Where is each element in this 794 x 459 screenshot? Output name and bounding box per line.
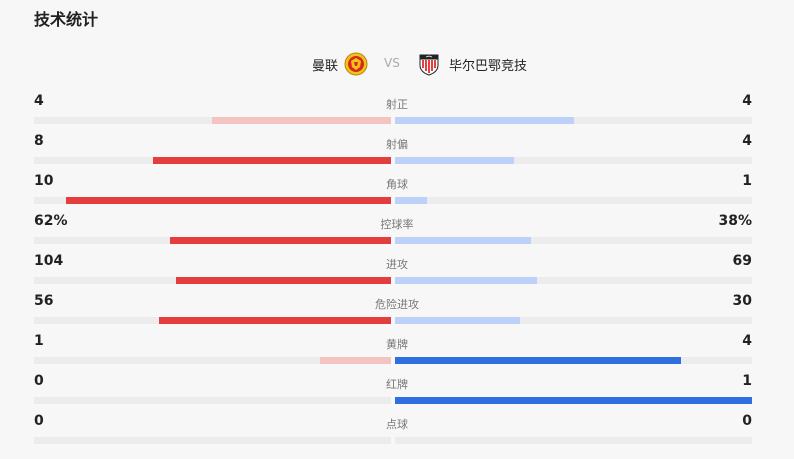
away-bar-fill <box>395 357 681 364</box>
stat-label: 进攻 <box>386 258 408 271</box>
away-value: 0 <box>742 413 752 429</box>
home-team-name[interactable]: 曼联 <box>311 59 338 74</box>
home-bar-track <box>34 397 391 404</box>
stat-label: 危险进攻 <box>375 298 419 311</box>
away-bar-track <box>395 117 752 124</box>
home-bar-track <box>34 117 391 124</box>
home-value: 0 <box>34 373 44 389</box>
home-value: 62% <box>34 213 68 229</box>
home-bar-track <box>34 437 391 444</box>
away-bar-track <box>395 437 752 444</box>
stat-label: 点球 <box>386 418 408 431</box>
away-value: 38% <box>718 213 752 229</box>
stat-row-penalties: 0 点球 0 <box>0 412 794 452</box>
away-bar-fill <box>395 197 427 204</box>
home-bar-track <box>34 237 391 244</box>
away-bar-track <box>395 157 752 164</box>
stat-row-shots-off-target: 8 射偏 4 <box>0 132 794 172</box>
versus-label: VS <box>384 56 400 70</box>
stat-label: 红牌 <box>386 378 408 391</box>
home-value: 1 <box>34 333 44 349</box>
away-bar-fill <box>395 397 752 404</box>
away-team-logo-icon[interactable] <box>417 52 441 76</box>
home-bar-track <box>34 277 391 284</box>
stat-label: 射偏 <box>386 138 408 151</box>
home-bar-fill <box>66 197 391 204</box>
away-bar-track <box>395 397 752 404</box>
away-team-name[interactable]: 毕尔巴鄂竞技 <box>449 59 528 74</box>
away-value: 30 <box>732 293 752 309</box>
away-bar-fill <box>395 117 574 124</box>
stat-row-yellow-cards: 1 黄牌 4 <box>0 332 794 372</box>
home-bar-fill <box>320 357 391 364</box>
home-bar-fill <box>170 237 391 244</box>
home-team-logo-icon[interactable] <box>344 52 368 76</box>
home-value: 8 <box>34 133 44 149</box>
teams-header: 曼联 VS 毕尔巴鄂竞技 <box>0 52 794 76</box>
away-value: 4 <box>742 133 752 149</box>
stat-label: 射正 <box>386 98 408 111</box>
stat-label: 角球 <box>386 178 408 191</box>
home-bar-fill <box>212 117 391 124</box>
home-bar-track <box>34 197 391 204</box>
stat-row-dangerous-attacks: 56 危险进攻 30 <box>0 292 794 332</box>
stat-row-attacks: 104 进攻 69 <box>0 252 794 292</box>
stat-row-possession: 62% 控球率 38% <box>0 212 794 252</box>
stat-row-shots-on-target: 4 射正 4 <box>0 92 794 132</box>
away-bar-fill <box>395 237 531 244</box>
away-bar-fill <box>395 317 520 324</box>
away-bar-track <box>395 237 752 244</box>
away-bar-fill <box>395 277 537 284</box>
home-value: 104 <box>34 253 64 269</box>
away-value: 1 <box>742 373 752 389</box>
away-value: 4 <box>742 93 752 109</box>
stat-label: 黄牌 <box>386 338 408 351</box>
section-title: 技术统计 <box>34 10 99 29</box>
home-value: 56 <box>34 293 54 309</box>
stat-row-corners: 10 角球 1 <box>0 172 794 212</box>
away-bar-track <box>395 357 752 364</box>
home-value: 0 <box>34 413 44 429</box>
home-bar-fill <box>153 157 391 164</box>
home-value: 4 <box>34 93 44 109</box>
home-bar-track <box>34 357 391 364</box>
away-bar-track <box>395 197 752 204</box>
home-bar-track <box>34 157 391 164</box>
away-bar-fill <box>395 157 514 164</box>
stat-label: 控球率 <box>380 218 414 231</box>
away-value: 69 <box>732 253 752 269</box>
away-value: 4 <box>742 333 752 349</box>
away-value: 1 <box>742 173 752 189</box>
home-bar-fill <box>159 317 391 324</box>
home-bar-fill <box>176 277 391 284</box>
away-bar-track <box>395 277 752 284</box>
home-bar-track <box>34 317 391 324</box>
stat-row-red-cards: 0 红牌 1 <box>0 372 794 412</box>
away-bar-track <box>395 317 752 324</box>
home-value: 10 <box>34 173 54 189</box>
